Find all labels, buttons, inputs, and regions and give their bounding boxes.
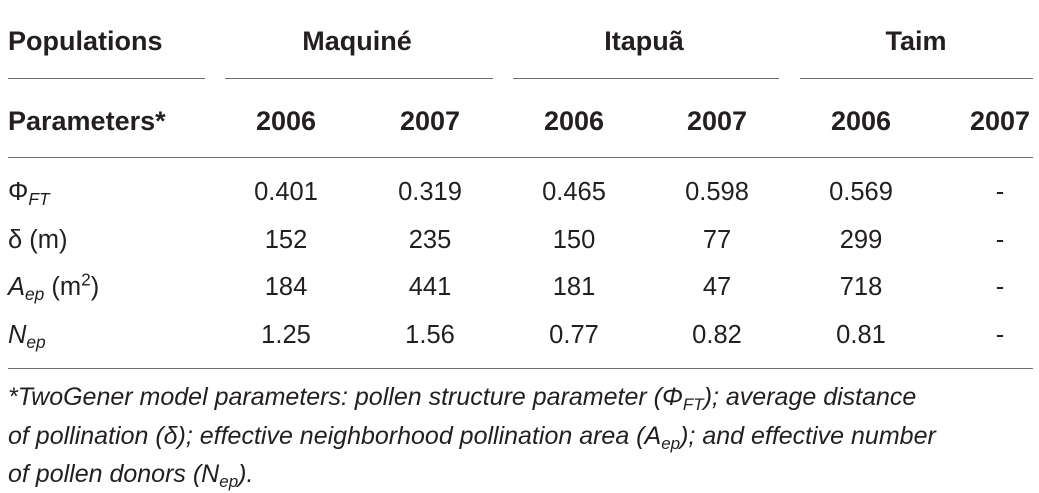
table-cell: - <box>995 321 1005 349</box>
table-cell: 1.56 <box>405 321 455 349</box>
table-cell: 77 <box>702 226 732 254</box>
group-header-taim: Taim <box>885 26 947 56</box>
param-label: Nep <box>8 321 46 352</box>
table-cell: 0.401 <box>254 178 318 206</box>
table-cell: 152 <box>264 226 308 254</box>
table-cell: 150 <box>552 226 596 254</box>
footnote-line-3: of pollen donors (Nep). <box>8 460 254 491</box>
footnote-line-1: *TwoGener model parameters: pollen struc… <box>8 383 917 414</box>
populations-rule <box>8 78 205 79</box>
table-cell: 0.319 <box>398 178 462 206</box>
group-header-itapua: Itapuã <box>604 26 684 56</box>
param-label: ΦFT <box>8 178 50 209</box>
table-cell: 441 <box>408 273 452 301</box>
year-header-maquine-2007: 2007 <box>399 106 461 136</box>
year-header-itapua-2006: 2006 <box>543 106 605 136</box>
table-cell: 47 <box>702 273 732 301</box>
param-label: Aep (m2) <box>8 269 100 304</box>
header-populations-label: Populations <box>8 26 163 56</box>
taim-rule <box>800 78 1033 79</box>
table-cell: 718 <box>839 273 883 301</box>
table-cell: 0.465 <box>542 178 606 206</box>
header-bottom-rule <box>8 157 1033 158</box>
itapua-rule <box>513 78 779 79</box>
footnote-line-2: of pollination (δ); effective neighborho… <box>8 422 936 453</box>
group-header-maquine: Maquiné <box>302 26 412 56</box>
table-cell: 1.25 <box>261 321 311 349</box>
maquine-rule <box>225 78 493 79</box>
table-cell: 299 <box>839 226 883 254</box>
table-cell: - <box>995 178 1005 206</box>
param-label: δ (m) <box>8 226 68 254</box>
table-cell: 181 <box>552 273 596 301</box>
table-cell: 0.81 <box>836 321 886 349</box>
table-cell: 184 <box>264 273 308 301</box>
year-header-taim-2006: 2006 <box>830 106 892 136</box>
table-cell: 0.77 <box>549 321 599 349</box>
table-cell: 235 <box>408 226 452 254</box>
table-cell: 0.569 <box>829 178 893 206</box>
table-cell: - <box>995 273 1005 301</box>
year-header-itapua-2007: 2007 <box>686 106 748 136</box>
year-header-maquine-2006: 2006 <box>255 106 317 136</box>
year-header-taim-2007: 2007 <box>969 106 1031 136</box>
table-cell: - <box>995 226 1005 254</box>
header-parameters-label: Parameters* <box>8 106 166 136</box>
table-cell: 0.82 <box>692 321 742 349</box>
table-bottom-rule <box>8 368 1033 369</box>
table-cell: 0.598 <box>685 178 749 206</box>
